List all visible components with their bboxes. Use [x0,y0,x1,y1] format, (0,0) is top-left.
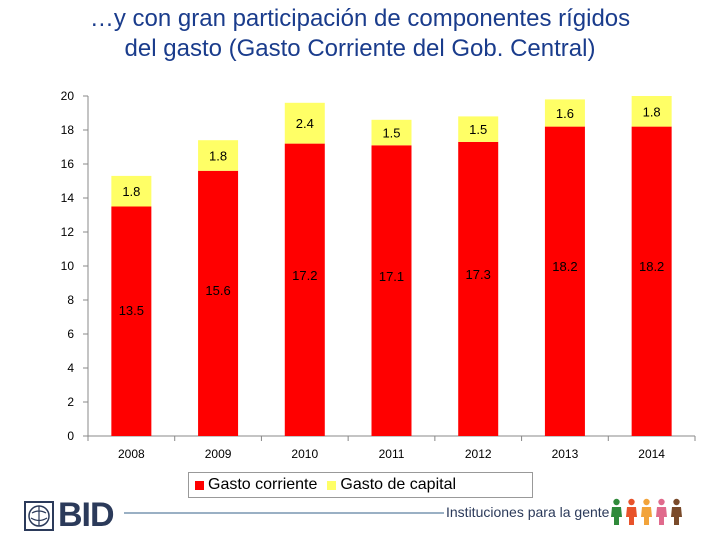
title-line-1: …y con gran participación de componentes… [89,5,631,32]
y-tick-label: 18 [61,123,75,137]
data-label-gasto-corriente: 17.3 [466,267,491,282]
bid-logo: BID [24,496,115,535]
data-label-gasto-capital: 1.8 [122,184,140,199]
data-label-gasto-capital: 2.4 [296,116,314,131]
person-icon [641,498,652,525]
legend-swatch-gasto-capital [327,480,337,490]
person-icon [611,498,622,525]
data-label-gasto-capital: 1.5 [469,122,487,137]
y-tick-label: 10 [61,259,75,273]
legend-label-gasto-capital: Gasto de capital [340,476,457,493]
y-tick-label: 20 [61,89,75,103]
bid-logo-text: BID [58,496,115,534]
x-category-label: 2008 [118,447,145,461]
x-category-label: 2014 [638,447,665,461]
y-tick-label: 14 [61,191,75,205]
legend-swatch-gasto-corriente [195,480,204,490]
x-category-label: 2013 [552,447,579,461]
bar-gasto-capital [371,119,412,146]
bar-gasto-corriente [544,126,585,436]
y-tick-label: 6 [67,327,74,341]
slide-title: …y con gran participación de componentes… [10,4,710,64]
globe-icon [24,500,54,531]
legend-label-gasto-corriente: Gasto corriente [208,476,318,493]
data-label-gasto-capital: 1.5 [382,126,400,141]
bar-gasto-capital [458,116,499,142]
bar-gasto-corriente [458,141,499,436]
person-icon [626,498,637,525]
bar-gasto-capital [198,140,239,171]
data-label-gasto-corriente: 18.2 [552,259,577,274]
stacked-bar-chart: 0 2 4 6 8 10 12 14 16 18 20 13.5 1.8 2008 15.6 1.8 2009 1… [61,89,696,461]
bar-gasto-corriente [198,170,239,437]
data-label-gasto-capital: 1.8 [643,104,661,119]
bar-gasto-corriente [284,143,325,436]
footer-divider [124,512,444,514]
bar-gasto-capital [111,175,152,207]
y-tick-label: 16 [61,157,75,171]
data-label-gasto-capital: 1.8 [209,149,227,164]
bar-gasto-capital [631,96,672,127]
data-label-gasto-corriente: 15.6 [205,283,230,298]
legend-item-gasto-capital: Gasto de capital [327,476,456,494]
x-category-label: 2012 [465,447,492,461]
x-category-label: 2011 [379,447,405,461]
bar-gasto-corriente [371,145,412,437]
people-icons [610,498,685,526]
bar-gasto-capital [544,99,585,127]
x-category-label: 2010 [291,447,318,461]
data-label-gasto-corriente: 13.5 [119,303,144,318]
y-tick-label: 4 [67,361,74,375]
data-label-gasto-corriente: 17.2 [292,268,317,283]
data-label-gasto-capital: 1.6 [556,106,574,121]
chart-legend: Gasto corriente Gasto de capital [188,472,533,498]
x-category-label: 2009 [205,447,232,461]
y-tick-label: 0 [67,429,74,443]
legend-item-gasto-corriente: Gasto corriente [195,476,317,494]
bar-gasto-corriente [111,206,152,436]
footer-tagline: Instituciones para la gente [446,504,610,520]
person-icon [656,498,667,525]
data-label-gasto-corriente: 18.2 [639,259,664,274]
title-line-2: del gasto (Gasto Corriente del Gob. Cent… [124,35,596,62]
y-tick-label: 8 [67,293,74,307]
bar-gasto-capital [284,102,325,144]
person-icon [671,498,682,525]
bar-gasto-corriente [631,126,672,436]
y-tick-label: 2 [67,395,74,409]
data-label-gasto-corriente: 17.1 [379,269,404,284]
y-tick-label: 12 [61,225,75,239]
